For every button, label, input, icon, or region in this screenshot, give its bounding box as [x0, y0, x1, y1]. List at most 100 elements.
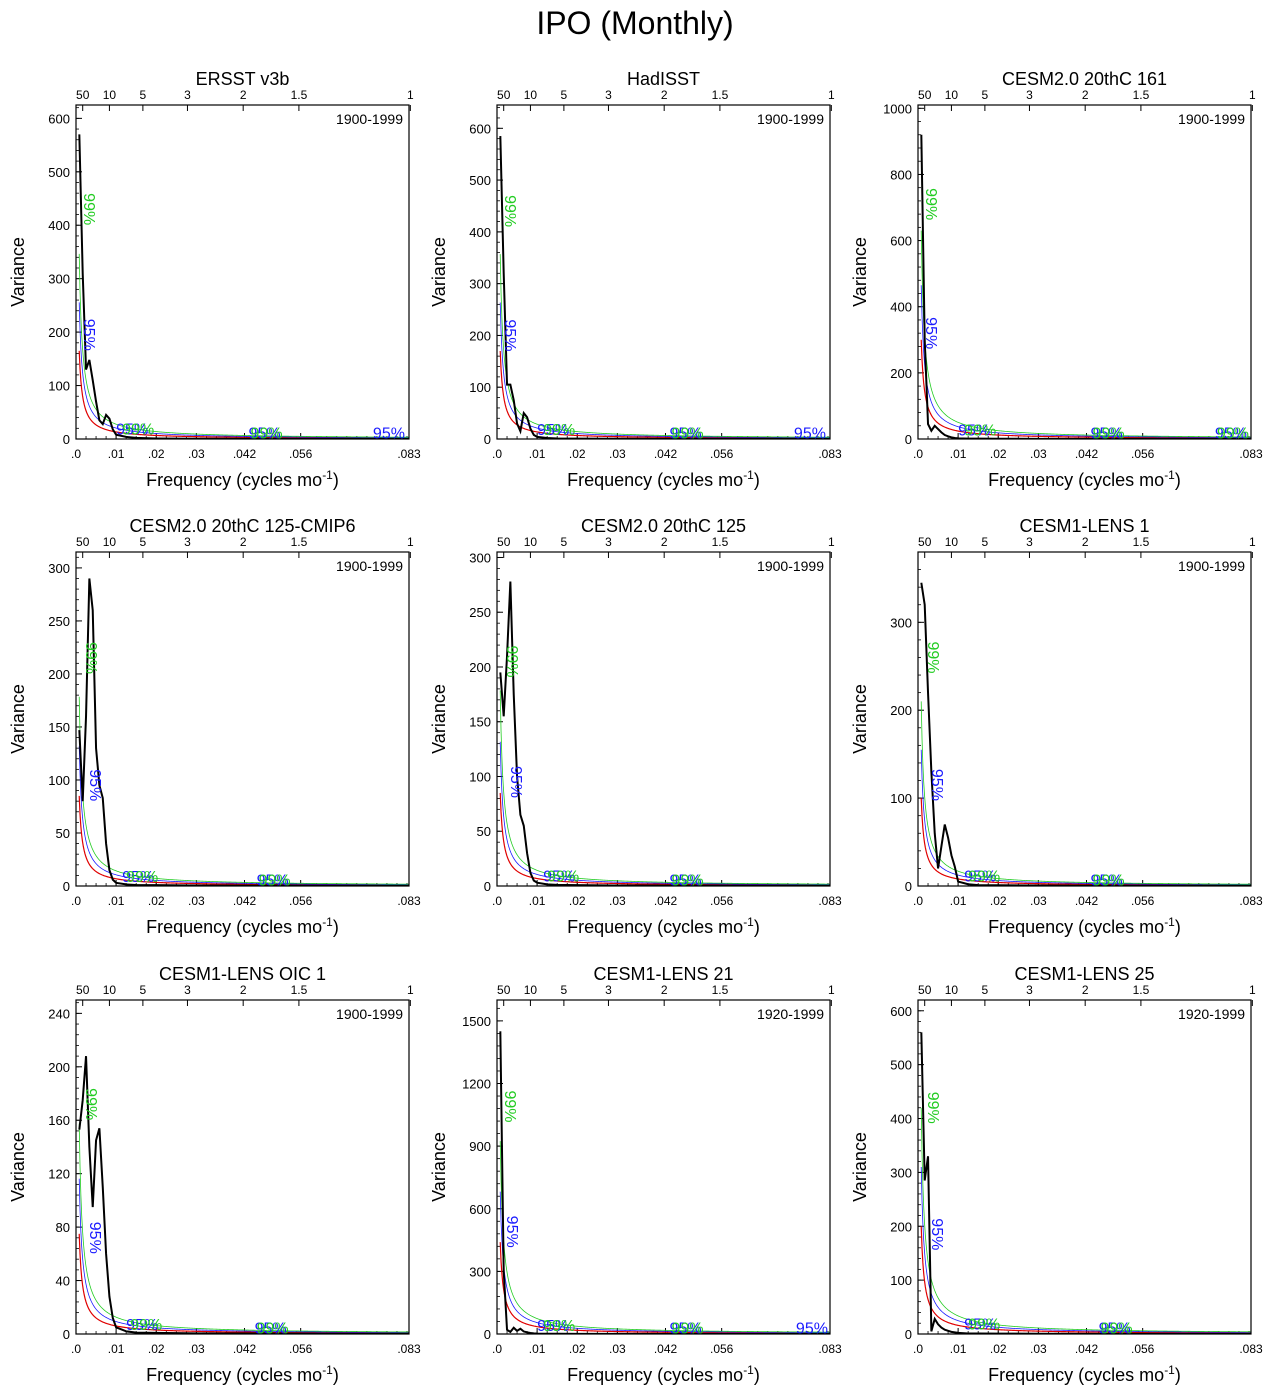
y-axis-label: Variance	[429, 237, 449, 307]
conf95-label: 95%	[80, 319, 97, 351]
conf95-label: 95%	[964, 869, 996, 886]
x-tick-label: .056	[1131, 1342, 1155, 1356]
y-tick-label: 100	[48, 773, 70, 788]
top-period-label: 1	[1249, 88, 1256, 102]
y-tick-label: 50	[477, 824, 491, 839]
conf99-curve	[499, 1141, 830, 1333]
red-noise-curve	[499, 1242, 830, 1334]
y-tick-label: 120	[48, 1167, 70, 1182]
figure-title: IPO (Monthly)	[536, 5, 733, 41]
plot-frame	[917, 551, 1252, 887]
period-label: 1900-1999	[336, 1006, 403, 1022]
top-period-label: 10	[103, 983, 117, 997]
y-tick-label: 600	[890, 1004, 912, 1019]
y-tick-label: 400	[48, 218, 70, 233]
conf95-label: 95%	[1091, 425, 1123, 442]
curves	[920, 582, 1251, 886]
x-tick-label: .083	[397, 1342, 421, 1356]
x-tick-label: .083	[1239, 447, 1263, 461]
conf95-label: 95%	[794, 426, 826, 443]
x-tick-label: .03	[1030, 894, 1047, 908]
top-period-label: 1.5	[1133, 983, 1150, 997]
y-tick-label: 0	[63, 432, 70, 447]
x-tick-label: .03	[188, 447, 205, 461]
x-axis-label-end: )	[333, 917, 339, 937]
x-axis-label: Frequency (cycles mo-1)	[146, 915, 339, 937]
x-tick-label: .03	[1030, 1342, 1047, 1356]
top-period-label: 1	[1249, 983, 1256, 997]
top-period-label: 5	[982, 88, 989, 102]
x-tick-label: .083	[818, 1342, 842, 1356]
y-tick-label: 600	[48, 111, 70, 126]
x-tick-label: .056	[1131, 894, 1155, 908]
x-axis-label-main: Frequency (cycles mo	[146, 470, 322, 490]
top-period-label: 1	[407, 535, 414, 549]
spectrum-line	[499, 581, 830, 886]
x-tick-label: .03	[609, 894, 626, 908]
y-axis-label: Variance	[8, 684, 28, 754]
x-axis-label-main: Frequency (cycles mo	[146, 917, 322, 937]
top-period-label: 2	[661, 535, 668, 549]
top-period-label: 3	[184, 983, 191, 997]
top-period-label: 5	[561, 88, 568, 102]
top-period-label: 3	[605, 88, 612, 102]
top-period-label: 1.5	[712, 88, 729, 102]
spectrum-line	[499, 136, 830, 439]
conf99-curve	[78, 696, 409, 885]
spectrum-line	[78, 578, 409, 886]
x-tick-label: .02	[990, 894, 1007, 908]
y-tick-label: 200	[48, 1060, 70, 1075]
top-period-label: 1.5	[291, 983, 308, 997]
top-period-label: 2	[1082, 88, 1089, 102]
y-tick-label: 0	[905, 879, 912, 894]
y-tick-label: 400	[890, 1112, 912, 1127]
top-period-label: 5	[140, 535, 147, 549]
y-tick-label: 100	[469, 380, 491, 395]
y-axis-label: Variance	[429, 684, 449, 754]
x-tick-label: .0	[71, 894, 81, 908]
y-tick-label: 1000	[883, 101, 912, 116]
conf95-label: 95%	[503, 1216, 520, 1248]
top-period-label: 50	[76, 88, 90, 102]
curves	[78, 134, 409, 439]
top-period-label: 2	[661, 983, 668, 997]
top-period-label: 10	[524, 88, 538, 102]
conf99-label: 99%	[501, 195, 518, 227]
top-period-label: 50	[497, 88, 511, 102]
x-axis-label-end: )	[1175, 1365, 1181, 1385]
top-period-label: 2	[240, 535, 247, 549]
conf99-label: 99%	[259, 872, 291, 889]
top-period-label: 1	[407, 983, 414, 997]
top-period-label: 3	[605, 983, 612, 997]
x-tick-label: .056	[710, 447, 734, 461]
period-label: 1900-1999	[336, 558, 403, 574]
period-label: 1900-1999	[1178, 558, 1245, 574]
conf99-label: 99%	[82, 1088, 99, 1120]
x-tick-label: .0	[913, 894, 923, 908]
conf95-label: 95%	[922, 317, 939, 349]
top-period-label: 10	[103, 88, 117, 102]
x-axis-label-sup: -1	[743, 468, 754, 482]
x-tick-label: .01	[108, 894, 125, 908]
conf95-label: 95%	[670, 872, 702, 889]
top-period-label: 10	[945, 535, 959, 549]
conf95-curve	[920, 749, 1251, 886]
y-tick-label: 0	[484, 1327, 491, 1342]
y-tick-label: 100	[469, 769, 491, 784]
y-tick-label: 1200	[462, 1077, 491, 1092]
top-period-label: 10	[524, 983, 538, 997]
y-tick-label: 500	[48, 165, 70, 180]
y-tick-label: 800	[890, 167, 912, 182]
x-tick-label: .02	[148, 894, 165, 908]
top-period-label: 5	[561, 983, 568, 997]
conf99-label: 99%	[543, 1318, 575, 1335]
x-tick-label: .056	[710, 894, 734, 908]
y-axis-label: Variance	[850, 684, 870, 754]
x-tick-label: .02	[990, 447, 1007, 461]
